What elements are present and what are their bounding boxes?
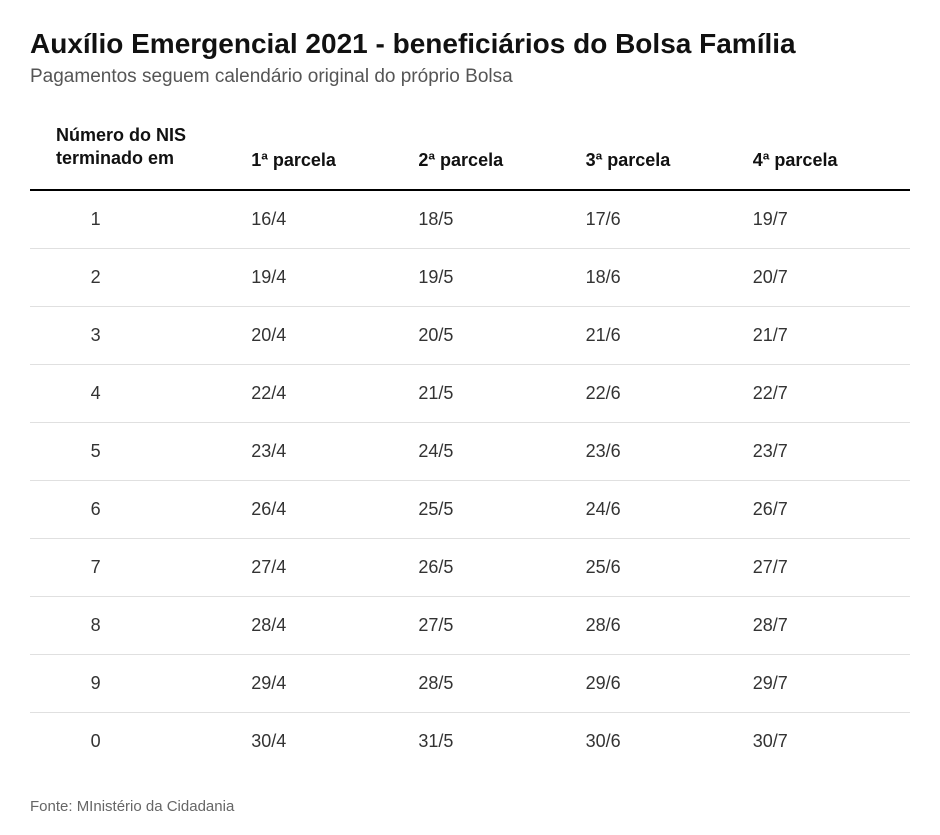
col-header-p3: 3ª parcela (576, 124, 743, 190)
cell-nis: 3 (30, 306, 241, 364)
cell-p1: 26/4 (241, 480, 408, 538)
cell-p4: 19/7 (743, 190, 910, 249)
cell-p3: 17/6 (576, 190, 743, 249)
table-row: 219/419/518/620/7 (30, 248, 910, 306)
table-row: 626/425/524/626/7 (30, 480, 910, 538)
col-header-nis-line2: terminado em (56, 148, 174, 168)
table-row: 116/418/517/619/7 (30, 190, 910, 249)
col-header-nis: Número do NIS terminado em (30, 124, 241, 190)
cell-p4: 29/7 (743, 654, 910, 712)
cell-p3: 30/6 (576, 712, 743, 770)
page-title: Auxílio Emergencial 2021 - beneficiários… (30, 28, 910, 60)
cell-p3: 25/6 (576, 538, 743, 596)
col-header-p1: 1ª parcela (241, 124, 408, 190)
cell-p2: 21/5 (408, 364, 575, 422)
cell-p2: 26/5 (408, 538, 575, 596)
cell-p2: 18/5 (408, 190, 575, 249)
table-row: 523/424/523/623/7 (30, 422, 910, 480)
cell-p2: 24/5 (408, 422, 575, 480)
cell-p1: 29/4 (241, 654, 408, 712)
cell-nis: 7 (30, 538, 241, 596)
col-header-nis-line1: Número do NIS (56, 125, 186, 145)
cell-nis: 1 (30, 190, 241, 249)
cell-p4: 23/7 (743, 422, 910, 480)
cell-p1: 20/4 (241, 306, 408, 364)
cell-p3: 28/6 (576, 596, 743, 654)
cell-nis: 5 (30, 422, 241, 480)
table-row: 929/428/529/629/7 (30, 654, 910, 712)
cell-p3: 22/6 (576, 364, 743, 422)
cell-p3: 23/6 (576, 422, 743, 480)
table-row: 320/420/521/621/7 (30, 306, 910, 364)
cell-p1: 19/4 (241, 248, 408, 306)
table-row: 727/426/525/627/7 (30, 538, 910, 596)
cell-p4: 28/7 (743, 596, 910, 654)
table-row: 828/427/528/628/7 (30, 596, 910, 654)
table-row: 030/431/530/630/7 (30, 712, 910, 770)
col-header-p4: 4ª parcela (743, 124, 910, 190)
cell-p4: 27/7 (743, 538, 910, 596)
page-subtitle: Pagamentos seguem calendário original do… (30, 66, 910, 88)
cell-p2: 28/5 (408, 654, 575, 712)
cell-p2: 27/5 (408, 596, 575, 654)
cell-p4: 26/7 (743, 480, 910, 538)
cell-p4: 22/7 (743, 364, 910, 422)
cell-p4: 21/7 (743, 306, 910, 364)
table-body: 116/418/517/619/7219/419/518/620/7320/42… (30, 190, 910, 770)
col-header-p2: 2ª parcela (408, 124, 575, 190)
cell-nis: 9 (30, 654, 241, 712)
cell-p1: 30/4 (241, 712, 408, 770)
cell-nis: 4 (30, 364, 241, 422)
cell-nis: 6 (30, 480, 241, 538)
payments-table: Número do NIS terminado em 1ª parcela 2ª… (30, 124, 910, 770)
cell-p2: 20/5 (408, 306, 575, 364)
cell-p1: 28/4 (241, 596, 408, 654)
cell-p3: 29/6 (576, 654, 743, 712)
cell-nis: 2 (30, 248, 241, 306)
cell-p3: 18/6 (576, 248, 743, 306)
table-row: 422/421/522/622/7 (30, 364, 910, 422)
cell-p1: 16/4 (241, 190, 408, 249)
cell-p3: 24/6 (576, 480, 743, 538)
cell-p1: 27/4 (241, 538, 408, 596)
cell-p2: 31/5 (408, 712, 575, 770)
cell-p4: 20/7 (743, 248, 910, 306)
page-container: Auxílio Emergencial 2021 - beneficiários… (0, 0, 940, 835)
table-header-row: Número do NIS terminado em 1ª parcela 2ª… (30, 124, 910, 190)
cell-p4: 30/7 (743, 712, 910, 770)
cell-p1: 23/4 (241, 422, 408, 480)
cell-p2: 25/5 (408, 480, 575, 538)
cell-p1: 22/4 (241, 364, 408, 422)
cell-nis: 8 (30, 596, 241, 654)
source-note: Fonte: MInistério da Cidadania (30, 798, 910, 815)
cell-p2: 19/5 (408, 248, 575, 306)
cell-nis: 0 (30, 712, 241, 770)
cell-p3: 21/6 (576, 306, 743, 364)
